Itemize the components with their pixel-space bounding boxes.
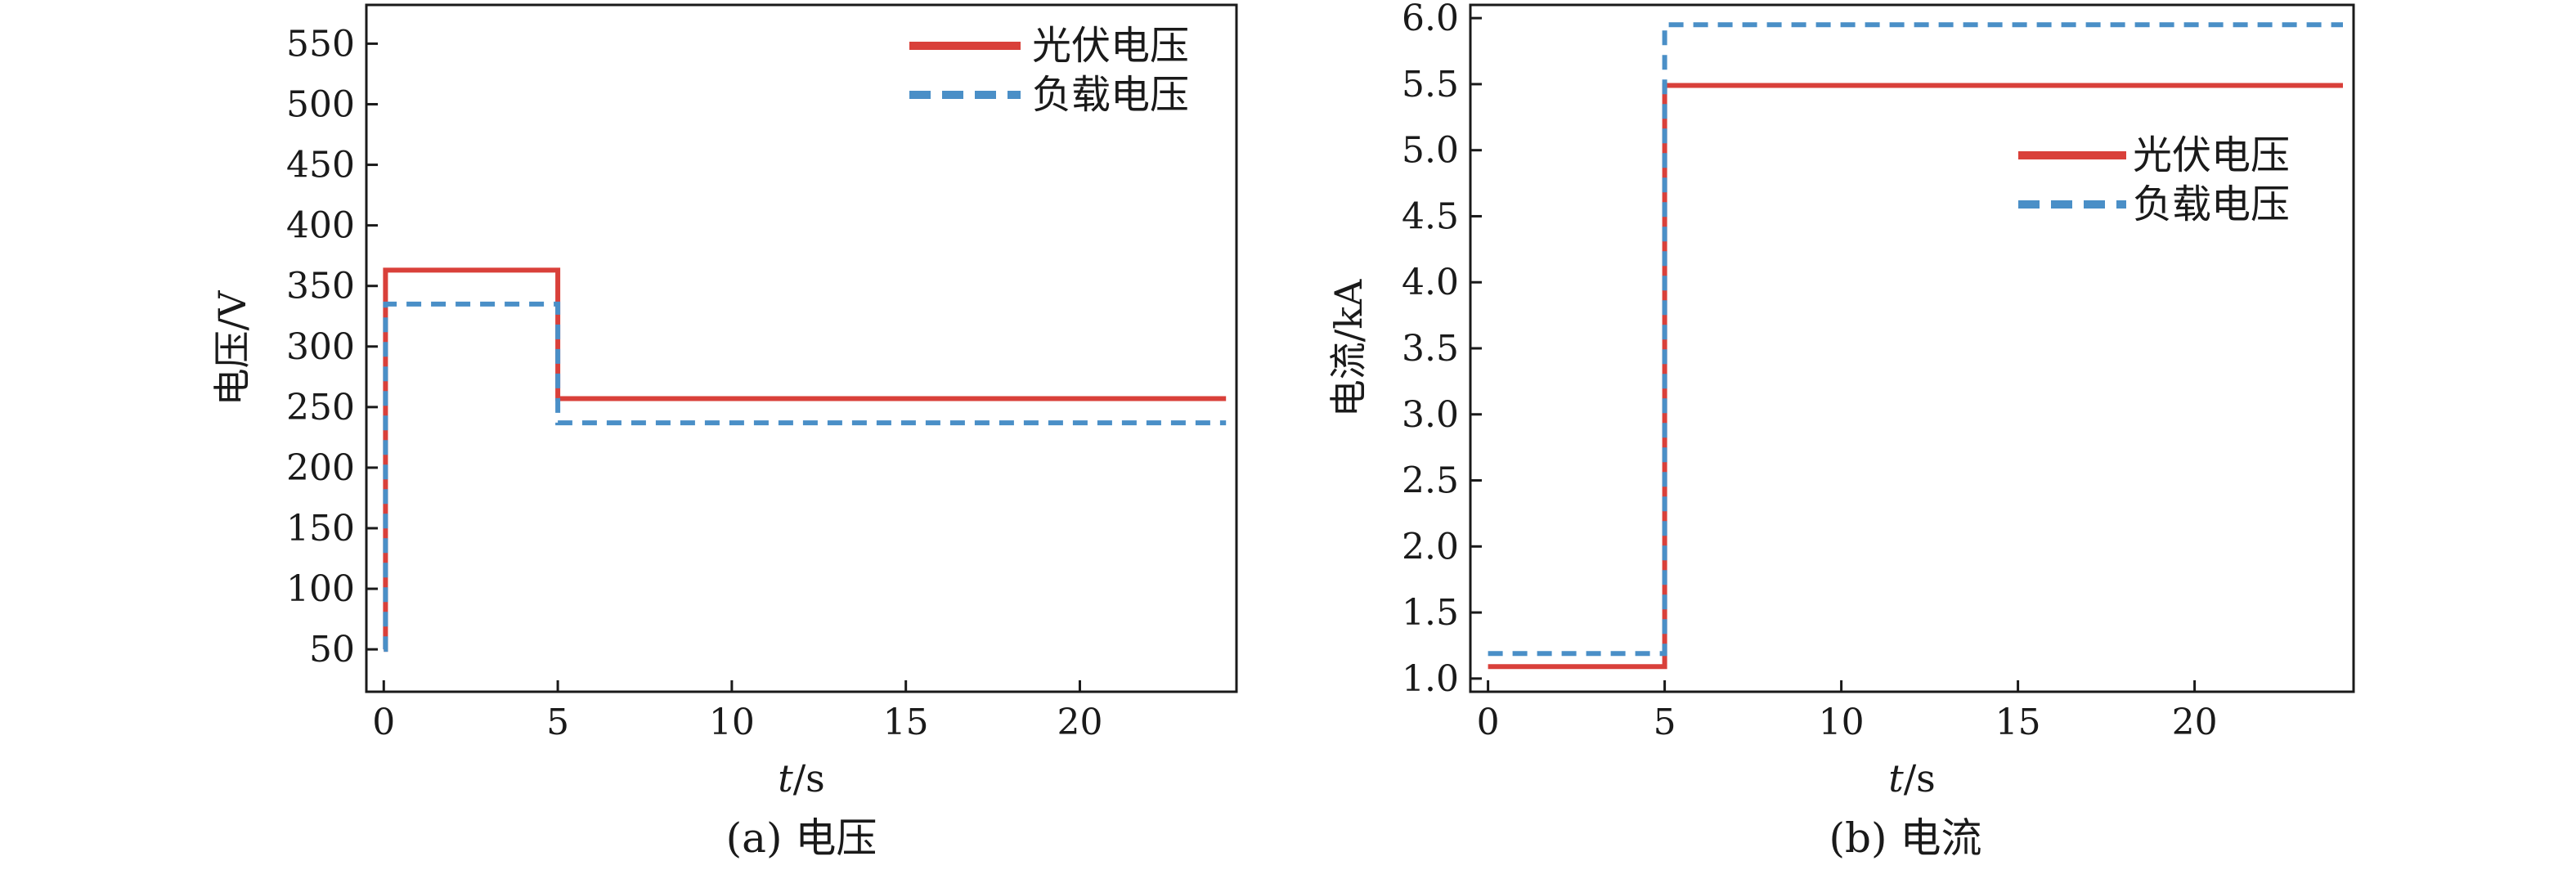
y-tick-label: 3.0 [1402, 394, 1459, 436]
y-tick-label: 400 [286, 205, 355, 247]
y-tick-label: 5.5 [1402, 64, 1459, 105]
y-tick-label: 150 [286, 508, 355, 549]
y-tick-label: 1.0 [1402, 658, 1459, 700]
plot-frame [365, 3, 1238, 693]
x-tick-label: 15 [1995, 702, 2041, 743]
x-tick-label: 10 [1819, 702, 1865, 743]
y-axis-label: 电流/kA [1326, 279, 1371, 417]
legend-label-2: 负载电压 [2133, 182, 2290, 227]
y-tick-label: 250 [286, 387, 355, 428]
x-axis-label: t/s [1888, 756, 1936, 800]
y-tick-label: 350 [286, 266, 355, 307]
voltage-chart: 0 5 10 15 20 50 100 150 200 250 300 350 400 450 500 550… [210, 3, 1238, 800]
y-tick-label: 1.5 [1402, 592, 1459, 634]
series-line-2 [383, 301, 1227, 652]
legend-label-2: 负载电压 [1032, 72, 1189, 118]
legend-label-1: 光伏电压 [1032, 23, 1189, 69]
y-tick-label: 300 [286, 326, 355, 368]
caption-b: (b) 电流 [1829, 814, 1982, 862]
y-tick-label: 2.5 [1402, 460, 1459, 502]
y-tick-label: 4.0 [1402, 262, 1459, 303]
x-tick-label: 20 [2172, 702, 2218, 743]
x-tick-label: 10 [709, 702, 755, 743]
x-tick-label: 20 [1057, 702, 1102, 743]
x-tick-label: 5 [546, 702, 569, 743]
caption-a: (a) 电压 [726, 814, 877, 862]
series-line-1 [383, 267, 1227, 652]
y-tick-label: 6.0 [1402, 0, 1459, 39]
y-tick-label: 450 [286, 145, 355, 186]
x-tick-label: 0 [372, 702, 395, 743]
y-tick-label: 550 [286, 23, 355, 65]
x-axis-label: t/s [778, 756, 825, 800]
x-tick-label: 0 [1477, 702, 1500, 743]
y-tick-label: 4.5 [1402, 195, 1459, 237]
y-tick-label: 5.0 [1402, 130, 1459, 172]
y-tick-label: 100 [286, 568, 355, 610]
y-tick-label: 3.5 [1402, 328, 1459, 370]
plot-frame [1469, 3, 2355, 693]
series-line-2 [1488, 22, 2343, 657]
x-tick-label: 15 [883, 702, 929, 743]
y-tick-label: 50 [309, 629, 355, 670]
x-tick-label: 5 [1654, 702, 1676, 743]
current-chart: 0 5 10 15 20 1.0 1.5 2.0 2.5 3.0 3.5 4.0 4.5 5.0 5.5 6.… [1326, 0, 2355, 800]
y-axis-label: 电压/V [210, 290, 254, 406]
y-tick-label: 200 [286, 447, 355, 489]
y-tick-label: 500 [286, 83, 355, 125]
y-tick-label: 2.0 [1402, 526, 1459, 567]
legend-label-1: 光伏电压 [2133, 132, 2290, 178]
